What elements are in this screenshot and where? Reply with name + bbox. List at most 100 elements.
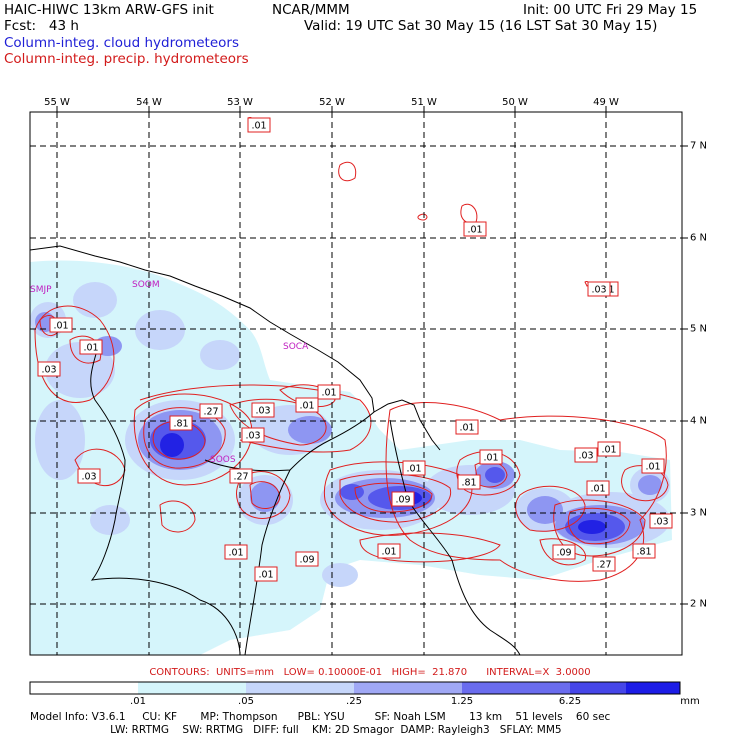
contour-label: .01 bbox=[645, 462, 660, 473]
lat-label-5n: 5 N bbox=[690, 323, 708, 335]
lon-label-53w: 53 W bbox=[227, 97, 253, 108]
contour-label: .03 bbox=[591, 285, 606, 296]
colorbar-segment bbox=[30, 682, 138, 694]
contour-label-box bbox=[649, 513, 673, 529]
frame-ticks bbox=[56, 106, 688, 605]
lon-label-52w: 52 W bbox=[319, 97, 345, 108]
place-label-soom: SOOM bbox=[132, 280, 160, 290]
contour-label-box bbox=[463, 221, 487, 237]
contour-label: .81 bbox=[173, 419, 188, 430]
colorbar-segment bbox=[246, 682, 354, 694]
field-precip-label: Column-integ. precip. hydrometeors bbox=[4, 51, 249, 67]
contour-label-box bbox=[479, 449, 503, 465]
contour-label-box bbox=[552, 544, 576, 560]
contour-label: .01 bbox=[321, 388, 336, 399]
model-title: HAIC-HIWC 13km ARW-GFS init bbox=[4, 2, 214, 18]
lon-label-54w: 54 W bbox=[136, 97, 162, 108]
colorbar-tick-2: .25 bbox=[346, 696, 362, 707]
contour-label: .81 bbox=[636, 547, 651, 558]
contour-label: .03 bbox=[255, 406, 270, 417]
contour-label-box bbox=[377, 543, 401, 559]
contour-label-box bbox=[457, 474, 481, 490]
shaded-field bbox=[30, 260, 672, 655]
contour-label: .27 bbox=[233, 472, 248, 483]
lon-label-49w: 49 W bbox=[593, 97, 619, 108]
contour-label-box bbox=[247, 117, 271, 133]
contour-label-box bbox=[632, 543, 656, 559]
lat-lon-grid bbox=[30, 112, 682, 655]
contour-label-box bbox=[224, 544, 248, 560]
contour-label: .03 bbox=[245, 431, 260, 442]
colorbar-segment bbox=[354, 682, 462, 694]
colorbar-tick-4: 6.25 bbox=[558, 696, 582, 707]
contour-label: .27 bbox=[203, 407, 218, 418]
contour-label-box bbox=[587, 281, 611, 297]
lon-label-50w: 50 W bbox=[502, 97, 528, 108]
contour-label-box bbox=[586, 480, 610, 496]
contour-label-box bbox=[77, 468, 101, 484]
contour-label: .09 bbox=[395, 495, 410, 506]
contour-label: .09 bbox=[556, 548, 571, 559]
contour-label: .03 bbox=[81, 472, 96, 483]
contour-label: .01 bbox=[258, 570, 273, 581]
contour-label: .27 bbox=[596, 560, 611, 571]
contour-label: .03 bbox=[578, 451, 593, 462]
contour-label-box bbox=[592, 556, 616, 572]
model-info-line-1: Model Info: V3.6.1 CU: KF MP: Thompson P… bbox=[30, 711, 611, 723]
lat-label-7n: 7 N bbox=[690, 140, 708, 152]
contour-labels: .01 .01 .03 .01 .01 .81 .27 .03 .03 .01 .03 .01 .03.… bbox=[37, 117, 673, 582]
place-label-smjp: SMJP bbox=[30, 285, 52, 295]
organization: NCAR/MMM bbox=[272, 2, 350, 18]
lon-label-55w: 55 W bbox=[44, 97, 70, 108]
lon-label-51w: 51 W bbox=[411, 97, 437, 108]
contour-label: .01 bbox=[459, 423, 474, 434]
place-label-soca: SOCA bbox=[283, 342, 309, 352]
contour-label-box bbox=[391, 491, 415, 507]
place-label-soos: SOOS bbox=[210, 455, 236, 465]
lat-label-2n: 2 N bbox=[690, 598, 708, 610]
lat-label-3n: 3 N bbox=[690, 507, 708, 519]
contour-label-box bbox=[295, 397, 319, 413]
contour-label: .01 bbox=[601, 445, 616, 456]
model-info-line-2: LW: RRTMG SW: RRTMG DIFF: full KM: 2D Sm… bbox=[30, 724, 562, 736]
contour-label: .01 bbox=[590, 484, 605, 495]
contour-label-box bbox=[241, 427, 265, 443]
field-cloud-label: Column-integ. cloud hydrometeors bbox=[4, 35, 240, 51]
contour-label: .81 bbox=[461, 478, 476, 489]
contour-label: .09 bbox=[299, 555, 314, 566]
contour-label: .01 bbox=[53, 321, 68, 332]
init-time: Init: 00 UTC Fri 29 May 15 bbox=[523, 2, 698, 18]
lat-label-4n: 4 N bbox=[690, 415, 708, 427]
lat-label-6n: 6 N bbox=[690, 232, 708, 244]
contour-label: .01 bbox=[406, 464, 421, 475]
contour-label: .03 bbox=[653, 517, 668, 528]
colorbar bbox=[29, 681, 681, 695]
contour-label: .03 bbox=[41, 365, 56, 376]
colorbar-segment bbox=[462, 682, 570, 694]
contour-label: .01 bbox=[483, 453, 498, 464]
contour-label: .01 bbox=[83, 343, 98, 354]
contour-label-box bbox=[251, 402, 275, 418]
colorbar-tick-0: .01 bbox=[130, 696, 146, 707]
contour-label: .01 bbox=[299, 401, 314, 412]
contour-label-box bbox=[229, 468, 253, 484]
contour-label-box bbox=[641, 458, 665, 474]
colorbar-segment bbox=[570, 682, 626, 694]
contour-label-box bbox=[79, 339, 103, 355]
valid-time: Valid: 19 UTC Sat 30 May 15 (16 LST Sat … bbox=[304, 18, 658, 34]
colorbar-units: mm bbox=[680, 696, 700, 707]
contour-label-box bbox=[169, 415, 193, 431]
contour-label-box bbox=[254, 566, 278, 582]
map-frame bbox=[29, 111, 683, 656]
contour-label-box bbox=[49, 317, 73, 333]
contour-label-box bbox=[597, 441, 621, 457]
contour-label-box bbox=[199, 403, 223, 419]
colorbar-frame bbox=[29, 681, 681, 695]
contour-label: .01 bbox=[381, 547, 396, 558]
colorbar-segment bbox=[626, 682, 680, 694]
contour-label-box bbox=[37, 361, 61, 377]
contour-label: .01 bbox=[251, 121, 266, 132]
colorbar-tick-1: .05 bbox=[238, 696, 254, 707]
contour-label-box bbox=[574, 447, 598, 463]
